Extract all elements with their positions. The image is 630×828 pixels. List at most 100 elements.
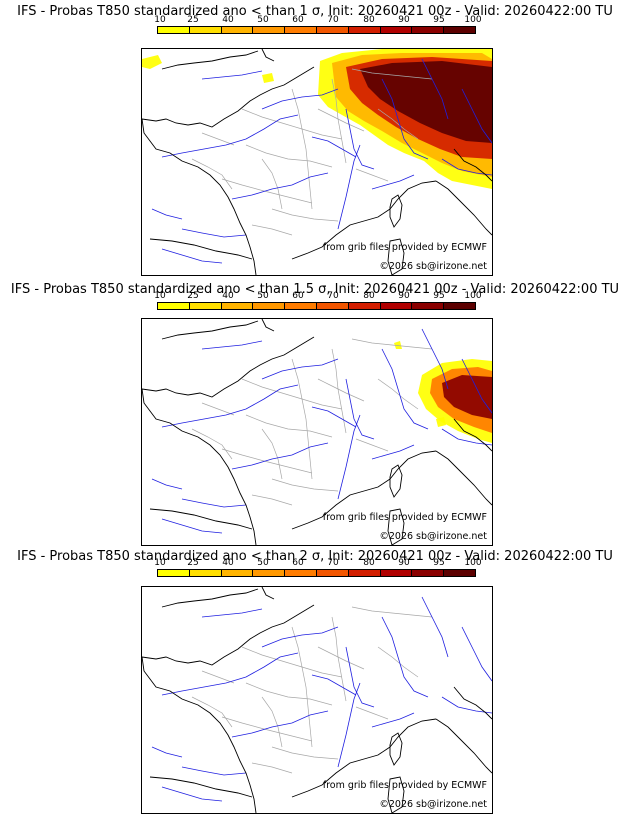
probability-area xyxy=(394,341,402,349)
copyright-credit: ©2026 sb@irizone.net xyxy=(379,531,487,542)
coastline-line xyxy=(453,418,492,452)
coastline-line xyxy=(161,588,259,608)
scale-label: 50 xyxy=(257,15,269,25)
scale-label: 60 xyxy=(292,15,304,25)
river-line xyxy=(231,442,329,470)
scale-swatch xyxy=(380,570,413,576)
coastline-line xyxy=(142,336,315,398)
river-line xyxy=(311,136,357,158)
scale-swatch xyxy=(348,570,381,576)
river-line xyxy=(201,608,263,618)
panel-1: IFS - Probas T850 standardized ano < tha… xyxy=(0,0,630,276)
river-line xyxy=(441,158,492,176)
scale-swatch xyxy=(221,27,254,33)
scale-label: 25 xyxy=(187,558,199,568)
scale-labels: 10 25 40 50 60 70 80 90 95 100 xyxy=(154,558,481,569)
river-line xyxy=(161,786,223,802)
river-line xyxy=(421,596,449,658)
admin-border-line xyxy=(221,178,313,204)
scale-label: 40 xyxy=(222,291,234,301)
river-line xyxy=(231,172,329,200)
scale-swatch xyxy=(189,27,222,33)
scale-label: 10 xyxy=(154,291,166,301)
scale-label: 80 xyxy=(363,15,375,25)
admin-border-line xyxy=(221,716,313,742)
coastline-line xyxy=(435,718,492,774)
river-line xyxy=(161,652,299,696)
admin-border-line xyxy=(245,144,333,168)
river-line xyxy=(261,358,339,380)
river-line xyxy=(461,358,492,414)
scale-label: 50 xyxy=(257,291,269,301)
panel-title: IFS - Probas T850 standardized ano < tha… xyxy=(10,282,620,297)
coastline-line xyxy=(291,180,437,260)
probability-map xyxy=(142,587,492,813)
admin-border-line xyxy=(245,414,333,438)
river-line xyxy=(421,328,449,390)
probability-area xyxy=(436,417,446,427)
scale-label: 90 xyxy=(398,558,410,568)
scale-label: 40 xyxy=(222,15,234,25)
scale-swatch xyxy=(221,570,254,576)
river-line xyxy=(381,616,429,698)
coastline-line xyxy=(387,508,405,545)
scale-swatch xyxy=(444,570,475,576)
probability-area xyxy=(262,73,274,83)
scale-swatch xyxy=(221,303,254,309)
admin-border-line xyxy=(251,494,293,506)
admin-border-line xyxy=(377,108,419,140)
scale-swatch xyxy=(158,303,190,309)
admin-border-line xyxy=(201,670,235,684)
scale-swatch xyxy=(316,27,349,33)
coastline-line xyxy=(435,450,492,506)
admin-border-line xyxy=(377,646,419,678)
coastlines xyxy=(142,587,492,813)
river-line xyxy=(161,248,223,264)
scale-bar xyxy=(157,569,476,577)
coastline-line xyxy=(387,776,405,813)
scale-swatch xyxy=(412,27,445,33)
river-line xyxy=(151,746,183,758)
admin-border-line xyxy=(201,402,235,416)
coastline-line xyxy=(291,450,437,530)
river-line xyxy=(311,674,357,696)
panel-2: IFS - Probas T850 standardized ano < tha… xyxy=(0,270,630,546)
coastline-line xyxy=(389,464,403,498)
scale-swatch xyxy=(444,303,475,309)
copyright-credit: ©2026 sb@irizone.net xyxy=(379,799,487,810)
river-line xyxy=(181,766,247,776)
scale-swatch xyxy=(444,27,475,33)
river-line xyxy=(151,208,183,220)
river-line xyxy=(441,696,492,714)
panel-title: IFS - Probas T850 standardized ano < tha… xyxy=(17,4,613,19)
scale-label: 40 xyxy=(222,558,234,568)
scale-swatch xyxy=(412,303,445,309)
coastline-line xyxy=(389,194,403,228)
admin-border-line xyxy=(271,208,339,222)
scale-swatch xyxy=(285,303,317,309)
scale-labels: 10 25 40 50 60 70 80 90 95 100 xyxy=(154,291,481,302)
admin-border-line xyxy=(355,168,389,182)
river-line xyxy=(381,78,429,160)
scale-swatch xyxy=(189,570,222,576)
admin-border-line xyxy=(191,428,233,460)
scale-label: 10 xyxy=(154,558,166,568)
scale-label: 70 xyxy=(327,558,339,568)
color-scale: 10 25 40 50 60 70 80 90 95 100 xyxy=(154,291,482,317)
river-line xyxy=(161,518,223,534)
scale-label: 100 xyxy=(464,558,482,568)
scale-bar xyxy=(157,302,476,310)
admin-border-line xyxy=(245,682,333,706)
admin-border-line xyxy=(271,746,339,760)
admin-border-line xyxy=(355,706,389,720)
coastlines xyxy=(142,319,492,545)
coastline-line xyxy=(261,587,275,600)
scale-swatch xyxy=(316,570,349,576)
scale-label: 60 xyxy=(292,558,304,568)
river-line xyxy=(421,58,449,120)
scale-swatch xyxy=(412,570,445,576)
scale-label: 25 xyxy=(187,15,199,25)
river-line xyxy=(161,114,299,158)
map-frame: from grib files provided by ECMWF ©2026 … xyxy=(141,586,493,814)
river-line xyxy=(345,646,375,708)
